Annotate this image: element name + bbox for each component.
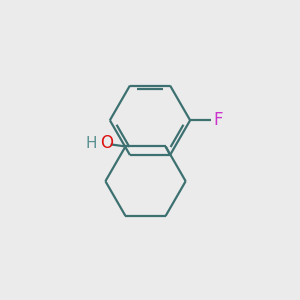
Text: F: F (213, 111, 223, 129)
Text: O: O (100, 134, 113, 152)
Text: H: H (85, 136, 97, 151)
